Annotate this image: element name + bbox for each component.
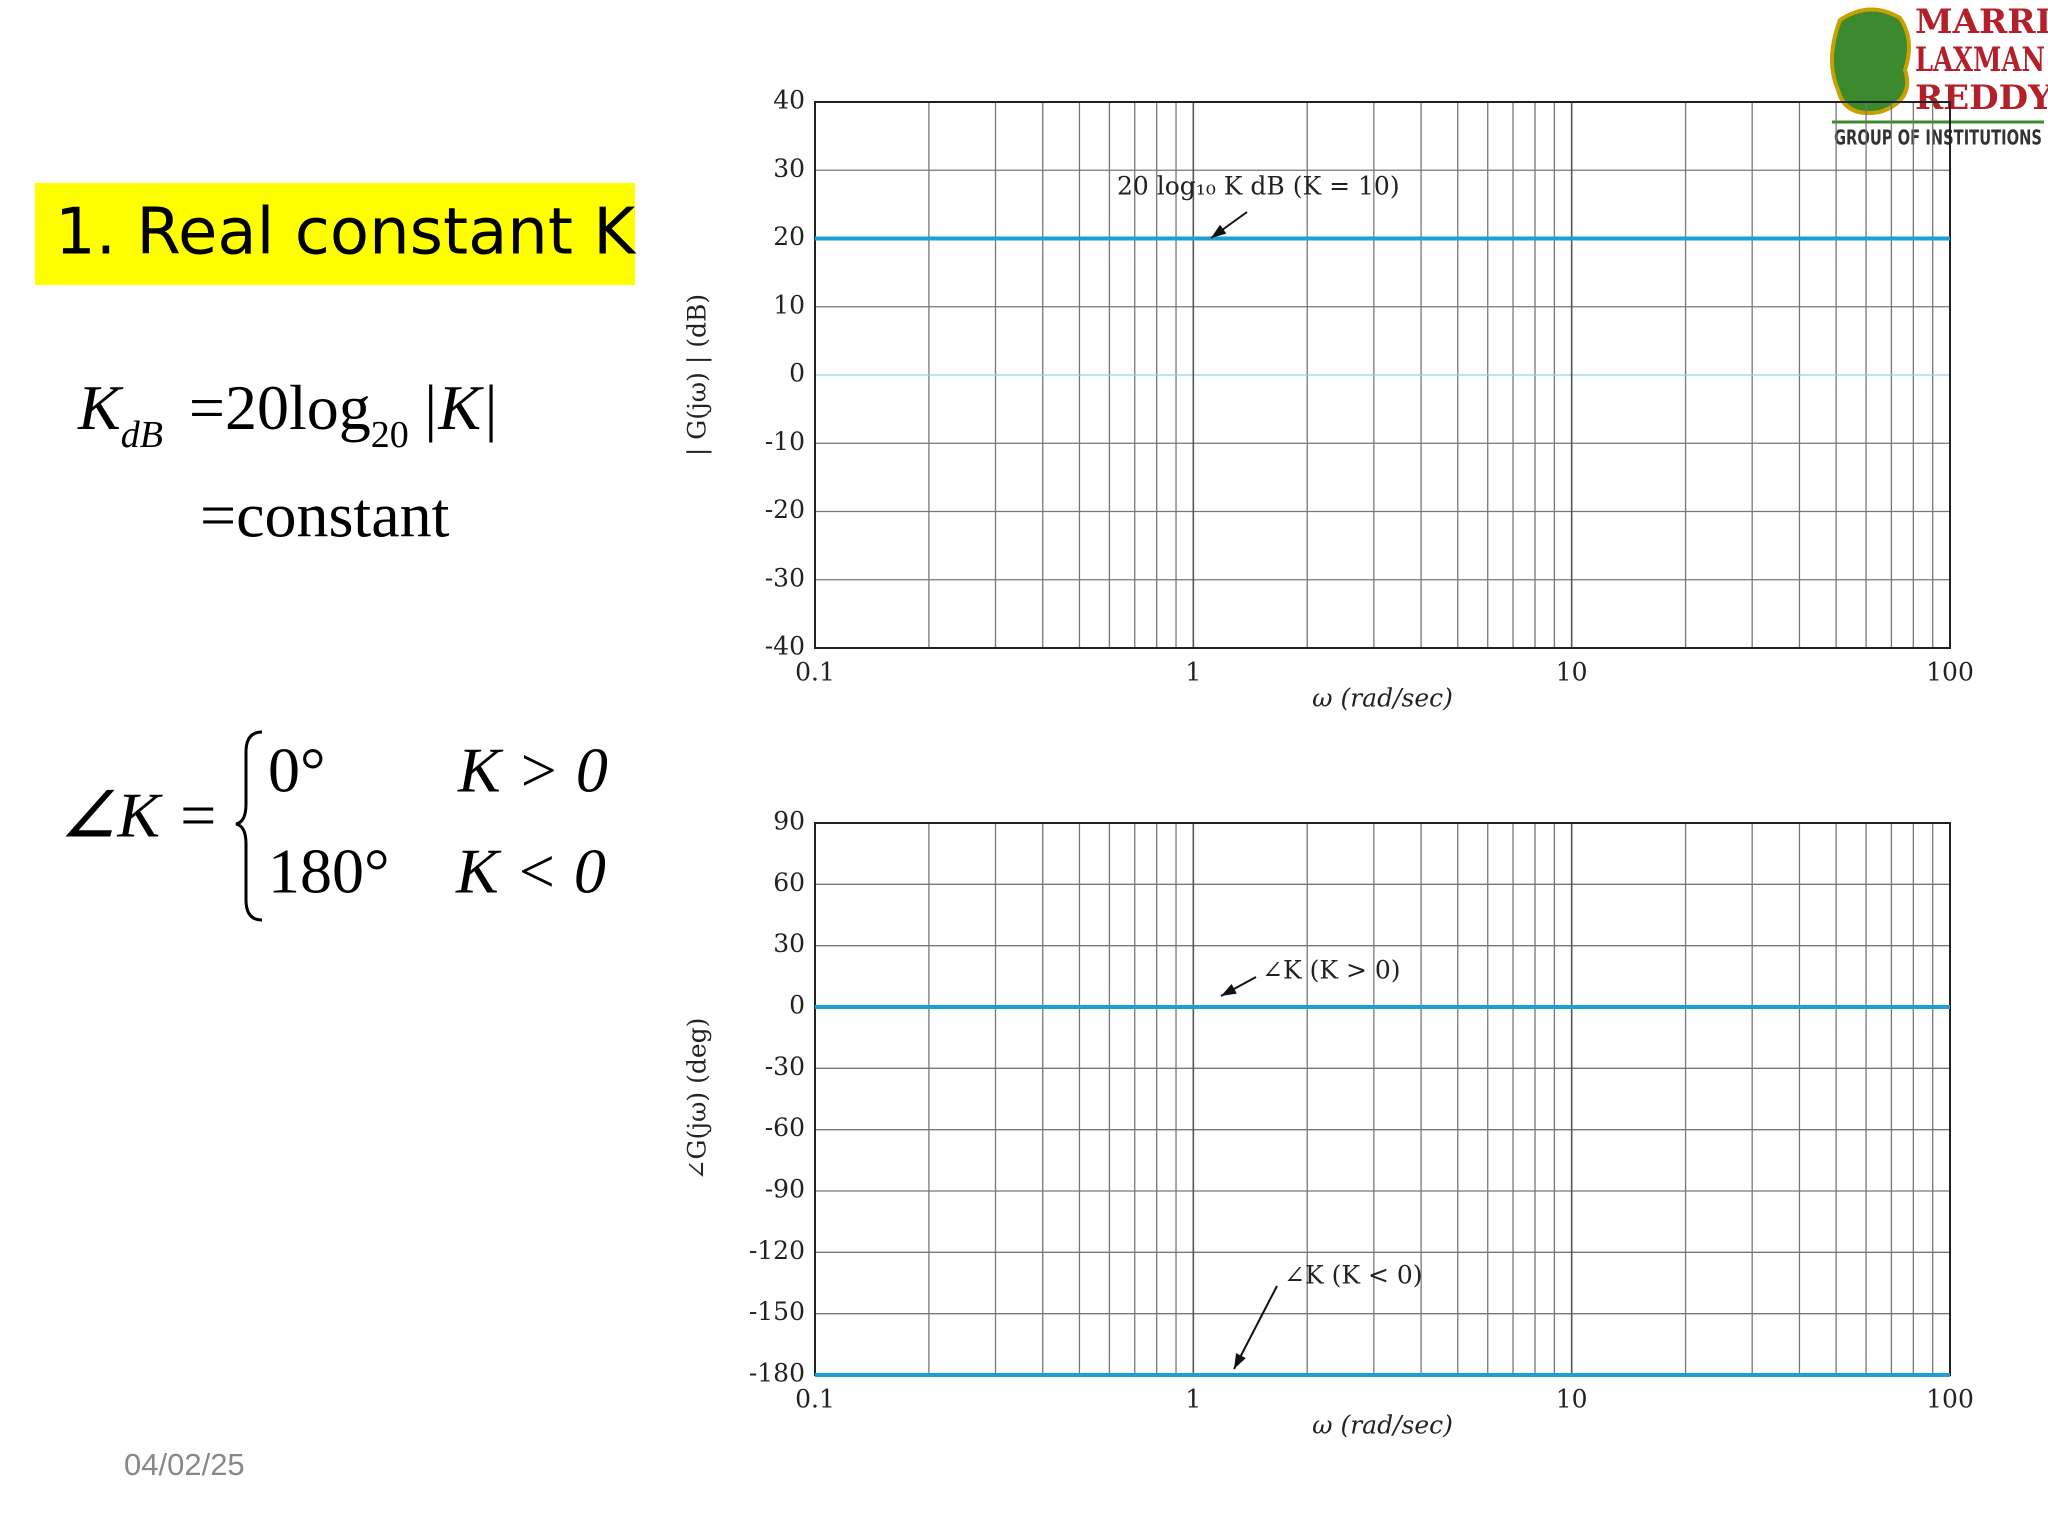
case-condition: K > 0 bbox=[457, 735, 608, 806]
x-tick-label: 10 bbox=[1556, 1385, 1588, 1414]
logo: MARRI LAXMAN REDDY GROUP OF INSTITUTIONS bbox=[1829, 2, 2048, 150]
y-tick-label: -40 bbox=[765, 632, 805, 661]
eq-rhs-sub: 20 bbox=[371, 414, 409, 456]
magnitude-result: =constant bbox=[200, 480, 450, 551]
eq-lhs: K bbox=[77, 372, 124, 443]
line-annotation: 20 log₁₀ K dB (K = 10) bbox=[1117, 172, 1400, 201]
y-tick-label: 0 bbox=[789, 359, 805, 388]
magnitude-equation: KdB =20log20 |K| bbox=[77, 372, 499, 456]
y-tick-label: 30 bbox=[773, 929, 805, 958]
y-tick-label: 90 bbox=[773, 807, 805, 836]
y-tick-label: 10 bbox=[773, 290, 805, 319]
x-axis-label: ω (rad/sec) bbox=[1312, 1411, 1453, 1440]
y-tick-label: 30 bbox=[773, 154, 805, 183]
line-annotation: ∠K (K > 0) bbox=[1262, 956, 1401, 985]
y-tick-label: -150 bbox=[749, 1297, 805, 1326]
y-tick-label: -30 bbox=[765, 563, 805, 592]
logo-emblem bbox=[1829, 7, 1911, 115]
y-tick-label: -10 bbox=[765, 427, 805, 456]
y-tick-label: -30 bbox=[765, 1052, 805, 1081]
y-tick-label: 60 bbox=[773, 868, 805, 897]
y-tick-label: 0 bbox=[789, 991, 805, 1020]
x-tick-label: 0.1 bbox=[795, 1385, 835, 1414]
y-tick-label: 40 bbox=[773, 86, 805, 115]
y-tick-label: 20 bbox=[773, 222, 805, 251]
slide-title: 1. Real constant K bbox=[55, 196, 637, 270]
x-tick-label: 1 bbox=[1185, 1385, 1201, 1414]
arrow-head bbox=[1221, 984, 1237, 996]
eq-rhs-arg: |K| bbox=[421, 372, 499, 443]
x-tick-label: 100 bbox=[1926, 1385, 1974, 1414]
arrow-head bbox=[1234, 1353, 1246, 1369]
x-tick-label: 100 bbox=[1926, 658, 1974, 687]
case-value: 0° bbox=[268, 735, 326, 806]
brace bbox=[235, 730, 263, 922]
y-tick-label: -20 bbox=[765, 495, 805, 524]
logo-text: MARRI bbox=[1915, 2, 2048, 42]
logo-text: LAXMAN bbox=[1915, 40, 2045, 80]
arrow-head bbox=[1211, 224, 1227, 238]
case-value: 180° bbox=[268, 836, 390, 907]
y-tick-label: -90 bbox=[765, 1175, 805, 1204]
eq-rhs: =20log bbox=[189, 372, 371, 443]
annotation-arrow bbox=[1233, 1285, 1278, 1370]
y-tick-label: -120 bbox=[749, 1236, 805, 1265]
y-axis-label: ∠G(jω) (deg) bbox=[683, 1018, 712, 1181]
phase-lhs: ∠K = bbox=[60, 780, 219, 851]
y-tick-label: -60 bbox=[765, 1113, 805, 1142]
logo-tagline: GROUP OF INSTITUTIONS bbox=[1834, 126, 2042, 150]
logo-text: REDDY bbox=[1915, 78, 2048, 118]
x-tick-label: 1 bbox=[1185, 658, 1201, 687]
line-annotation: ∠K (K < 0) bbox=[1284, 1261, 1423, 1290]
x-tick-label: 0.1 bbox=[795, 658, 835, 687]
case-condition: K < 0 bbox=[455, 836, 606, 907]
title-box bbox=[35, 183, 635, 285]
plot-frame bbox=[814, 101, 1951, 649]
y-tick-label: -180 bbox=[749, 1359, 805, 1388]
x-axis-label: ω (rad/sec) bbox=[1312, 684, 1453, 713]
eq-lhs-sub: dB bbox=[121, 414, 163, 456]
x-tick-label: 10 bbox=[1556, 658, 1588, 687]
date: 04/02/25 bbox=[124, 1447, 245, 1482]
y-axis-label: | G(jω) | (dB) bbox=[683, 294, 713, 456]
